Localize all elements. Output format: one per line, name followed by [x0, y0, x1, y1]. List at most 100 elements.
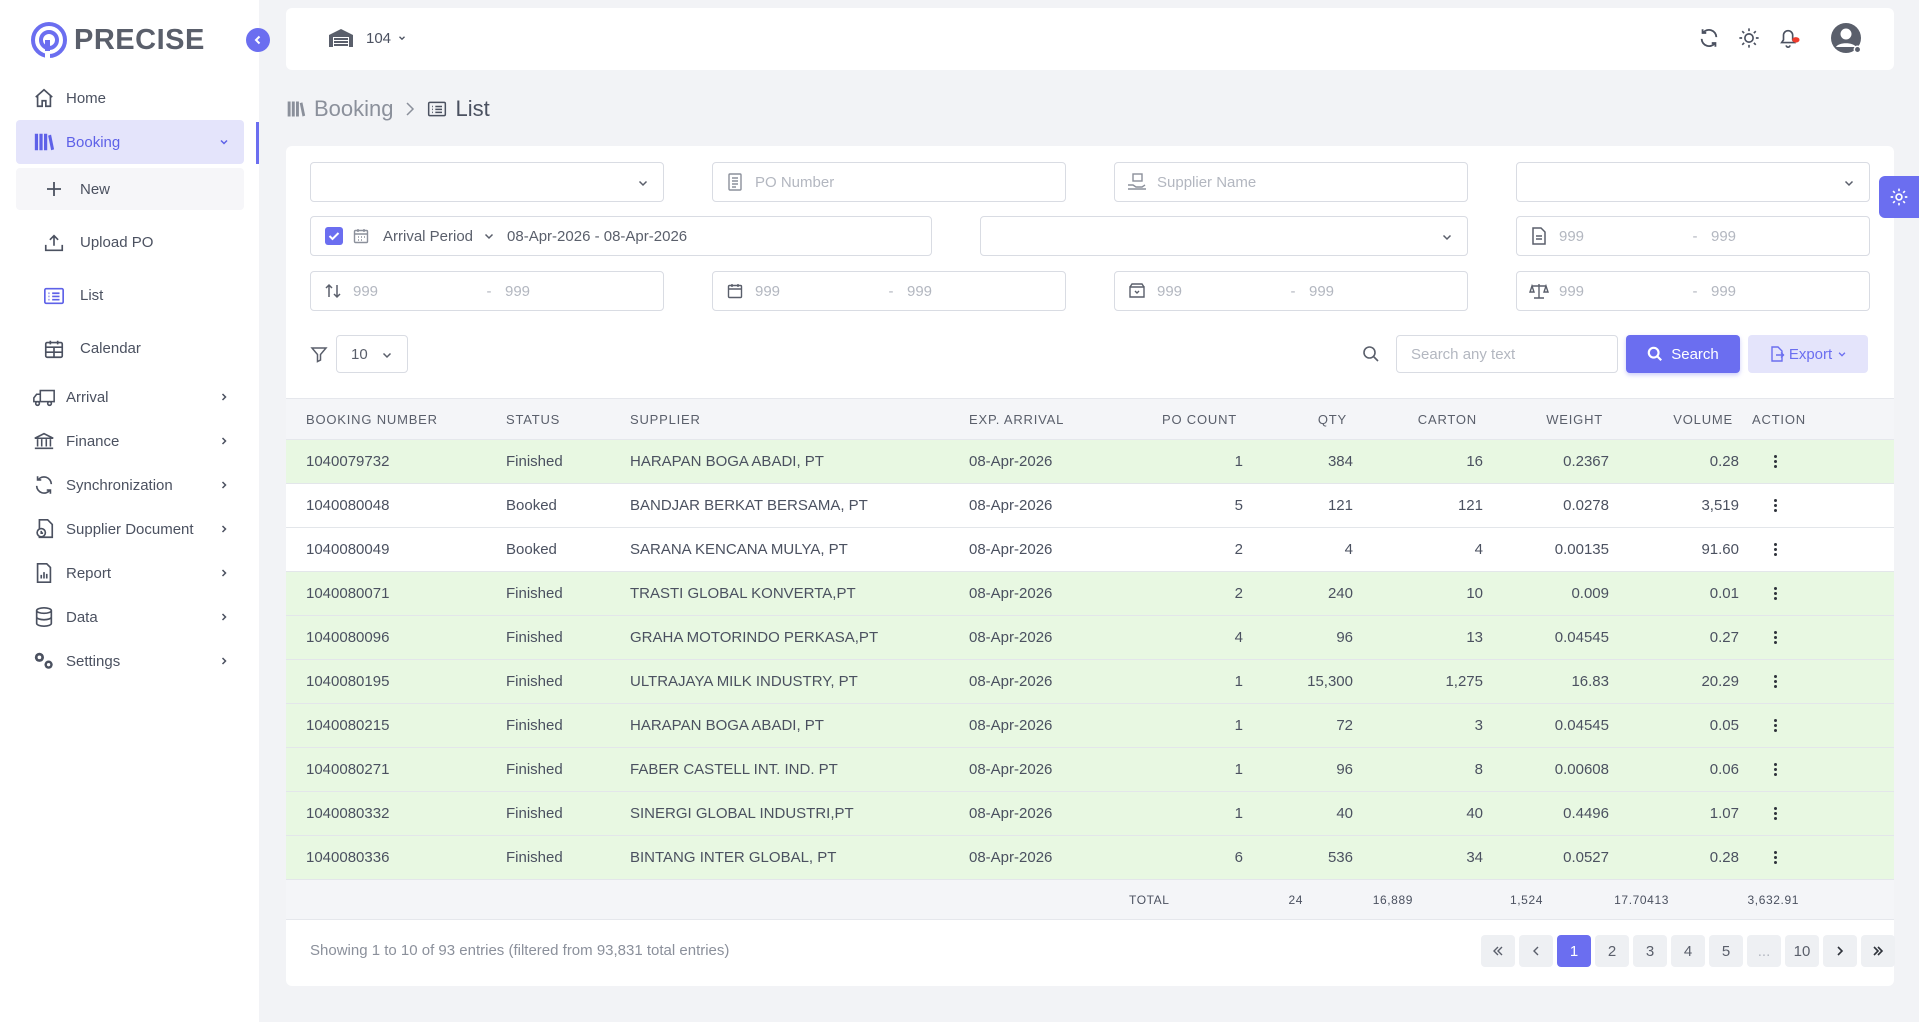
table-row[interactable]: 1040080096 Finished GRAHA MOTORINDO PERKAS… [286, 616, 1894, 660]
table-row[interactable]: 1040080049 Booked SARANA KENCANA MULYA, PT… [286, 528, 1894, 572]
more-vertical-icon[interactable] [1771, 762, 1781, 778]
range-min-placeholder[interactable]: 999 [1559, 282, 1585, 300]
column-header-po-count[interactable]: PO COUNT [1161, 411, 1237, 427]
carton-range[interactable]: 999 - 999 [712, 271, 1066, 311]
sidebar-subitem-upload-po[interactable]: Upload PO [16, 216, 244, 269]
breadcrumb-parent[interactable]: Booking [314, 96, 394, 121]
filter-icon[interactable] [310, 345, 328, 363]
search-input[interactable]: Search any text [1396, 335, 1618, 373]
sidebar-subitem-new[interactable]: New [16, 168, 244, 210]
export-button[interactable]: Export [1748, 335, 1868, 373]
range-min-placeholder[interactable]: 999 [1157, 282, 1183, 300]
bell-icon[interactable] [1776, 20, 1802, 56]
sun-icon[interactable] [1736, 20, 1762, 56]
table-row[interactable]: 1040080071 Finished TRASTI GLOBAL KONVERTA… [286, 572, 1894, 616]
column-header-supplier[interactable]: SUPPLIER [630, 411, 701, 427]
more-vertical-icon[interactable] [1771, 454, 1781, 470]
range-max-placeholder[interactable]: 999 [1711, 282, 1737, 300]
cell-qty: 96 [1336, 761, 1353, 778]
cell-carton: 3 [1474, 717, 1483, 734]
bank-icon [32, 429, 56, 453]
table-row[interactable]: 1040079732 Finished HARAPAN BOGA ABADI, PT… [286, 440, 1894, 484]
warehouse-code: 104 [366, 29, 392, 47]
column-header-volume[interactable]: VOLUME [1673, 411, 1733, 427]
page-size-select[interactable]: 10 [336, 335, 408, 373]
search-button[interactable]: Search [1626, 335, 1740, 373]
column-header-exp-arrival[interactable]: EXP. ARRIVAL [969, 411, 1065, 427]
supplier-name-input[interactable]: Supplier Name [1114, 162, 1468, 202]
table-row[interactable]: 1040080048 Booked BANDJAR BERKAT BERSAMA, … [286, 484, 1894, 528]
app-logo[interactable]: PRECISE [30, 20, 205, 60]
filter-select-3[interactable] [980, 216, 1468, 256]
sidebar-subitem-list[interactable]: List [16, 269, 244, 322]
range-min-placeholder[interactable]: 999 [1559, 227, 1585, 245]
document-icon [725, 172, 745, 192]
last-page-button[interactable] [1861, 935, 1895, 967]
arrival-period-checkbox[interactable] [325, 227, 343, 245]
column-header-status[interactable]: STATUS [506, 411, 561, 427]
sidebar-item-booking[interactable]: Booking [16, 120, 244, 164]
sidebar-collapse-button[interactable] [246, 28, 270, 52]
sidebar-item-data[interactable]: Data [16, 595, 244, 639]
range-max-placeholder[interactable]: 999 [1711, 227, 1737, 245]
export-button-label: Export [1788, 345, 1833, 363]
first-page-button[interactable] [1481, 935, 1515, 967]
range-max-placeholder[interactable]: 999 [505, 282, 531, 300]
filter-select-1[interactable] [310, 162, 664, 202]
more-vertical-icon[interactable] [1771, 498, 1781, 514]
cell-action [1739, 674, 1794, 690]
po-count-range[interactable]: 999 - 999 [1516, 216, 1870, 256]
column-header-weight[interactable]: WEIGHT [1546, 411, 1603, 427]
page-button[interactable]: 2 [1595, 935, 1629, 967]
sidebar-item-arrival[interactable]: Arrival [16, 375, 244, 419]
table-row[interactable]: 1040080336 Finished BINTANG INTER GLOBAL, … [286, 836, 1894, 880]
arrival-period-label[interactable]: Arrival Period [383, 227, 474, 245]
more-vertical-icon[interactable] [1771, 674, 1781, 690]
weight-range[interactable]: 999 - 999 [1114, 271, 1468, 311]
sidebar-item-finance[interactable]: Finance [16, 419, 244, 463]
refresh-icon[interactable] [1696, 20, 1722, 56]
qty-range[interactable]: 999 - 999 [310, 271, 664, 311]
sidebar-item-synchronization[interactable]: Synchronization [16, 463, 244, 507]
sidebar-item-home[interactable]: Home [16, 76, 244, 120]
warehouse-selector[interactable]: 104 [328, 28, 407, 48]
chevron-down-icon[interactable] [483, 230, 495, 242]
chevrons-right-icon [1872, 945, 1884, 957]
column-header-carton[interactable]: CARTON [1417, 411, 1477, 427]
more-vertical-icon[interactable] [1771, 542, 1781, 558]
table-row[interactable]: 1040080215 Finished HARAPAN BOGA ABADI, PT… [286, 704, 1894, 748]
range-min-placeholder[interactable]: 999 [353, 282, 379, 300]
more-vertical-icon[interactable] [1771, 630, 1781, 646]
page-button[interactable]: 4 [1671, 935, 1705, 967]
sidebar-item-report[interactable]: Report [16, 551, 244, 595]
more-vertical-icon[interactable] [1771, 806, 1781, 822]
table-row[interactable]: 1040080332 Finished SINERGI GLOBAL INDUSTR… [286, 792, 1894, 836]
sidebar-subitem-calendar[interactable]: Calendar [16, 322, 244, 375]
arrival-period-value[interactable]: 08-Apr-2026 - 08-Apr-2026 [507, 227, 688, 245]
range-max-placeholder[interactable]: 999 [907, 282, 933, 300]
page-button[interactable]: 1 [1557, 935, 1591, 967]
table-row[interactable]: 1040080195 Finished ULTRAJAYA MILK INDUSTR… [286, 660, 1894, 704]
column-header-booking-number[interactable]: BOOKING NUMBER [306, 411, 438, 427]
page-button[interactable]: 3 [1633, 935, 1667, 967]
next-page-button[interactable] [1823, 935, 1857, 967]
range-max-placeholder[interactable]: 999 [1309, 282, 1335, 300]
filter-select-2[interactable] [1516, 162, 1870, 202]
po-number-input[interactable]: PO Number [712, 162, 1066, 202]
sidebar-item-supplier-document[interactable]: Supplier Document [16, 507, 244, 551]
sidebar-item-settings[interactable]: Settings [16, 639, 244, 683]
prev-page-button[interactable] [1519, 935, 1553, 967]
export-icon [1769, 346, 1785, 362]
chevron-down-icon [218, 135, 230, 152]
page-button[interactable]: 10 [1785, 935, 1819, 967]
range-min-placeholder[interactable]: 999 [755, 282, 781, 300]
page-button[interactable]: 5 [1709, 935, 1743, 967]
user-avatar[interactable] [1828, 20, 1864, 56]
table-row[interactable]: 1040080271 Finished FABER CASTELL INT. IND… [286, 748, 1894, 792]
settings-panel-button[interactable] [1879, 176, 1919, 218]
more-vertical-icon[interactable] [1771, 850, 1781, 866]
more-vertical-icon[interactable] [1771, 586, 1781, 602]
volume-range[interactable]: 999 - 999 [1516, 271, 1870, 311]
more-vertical-icon[interactable] [1771, 718, 1781, 734]
column-header-qty[interactable]: QTY [1317, 411, 1347, 427]
